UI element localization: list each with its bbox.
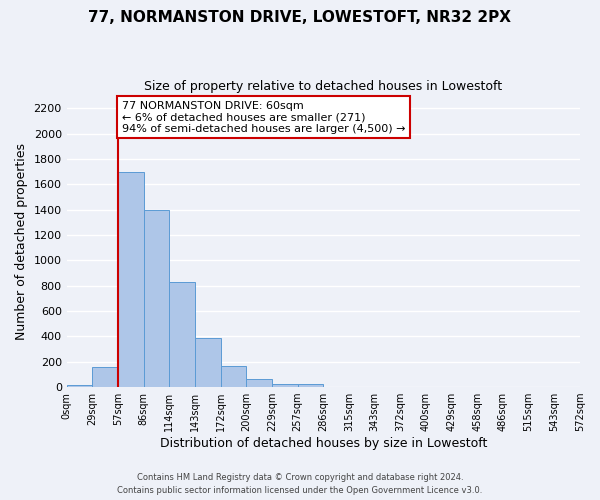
Bar — [143, 210, 169, 387]
Text: Contains HM Land Registry data © Crown copyright and database right 2024.
Contai: Contains HM Land Registry data © Crown c… — [118, 474, 482, 495]
Bar — [247, 380, 272, 387]
Bar — [67, 385, 92, 387]
X-axis label: Distribution of detached houses by size in Lowestoft: Distribution of detached houses by size … — [160, 437, 487, 450]
Bar — [298, 384, 323, 387]
Bar — [169, 282, 195, 387]
Title: Size of property relative to detached houses in Lowestoft: Size of property relative to detached ho… — [144, 80, 502, 93]
Y-axis label: Number of detached properties: Number of detached properties — [15, 143, 28, 340]
Bar — [221, 366, 247, 387]
Bar — [92, 367, 118, 387]
Text: 77 NORMANSTON DRIVE: 60sqm
← 6% of detached houses are smaller (271)
94% of semi: 77 NORMANSTON DRIVE: 60sqm ← 6% of detac… — [122, 100, 406, 134]
Bar — [272, 384, 298, 387]
Bar — [195, 338, 221, 387]
Text: 77, NORMANSTON DRIVE, LOWESTOFT, NR32 2PX: 77, NORMANSTON DRIVE, LOWESTOFT, NR32 2P… — [89, 10, 511, 25]
Bar — [118, 172, 143, 387]
